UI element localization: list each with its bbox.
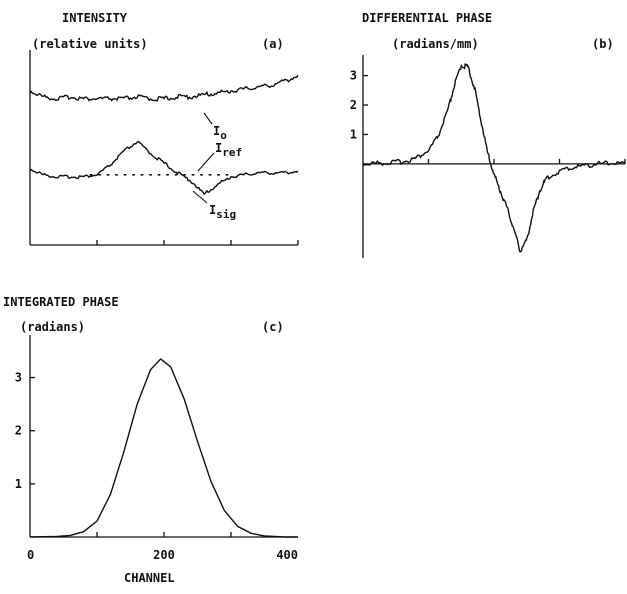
- label-i-o-main: I: [213, 124, 220, 138]
- panel-c-x-ticks: 0 200 400: [27, 532, 298, 562]
- panel-b-x-ticks: [427, 158, 626, 164]
- panel-a: INTENSITY (relative units) (a) Io Iref I…: [29, 11, 299, 246]
- differential-phase-line: [362, 63, 626, 253]
- label-i-sig: Isig: [209, 203, 236, 221]
- panel-c-xlabel: CHANNEL: [124, 571, 175, 585]
- series-i-sig-line: [29, 140, 299, 196]
- panel-b-ylabel: (radians/mm): [392, 37, 479, 51]
- panel-b-label: (b): [592, 37, 614, 51]
- panel-c-label: (c): [262, 320, 284, 334]
- panel-b-title: DIFFERENTIAL PHASE: [362, 11, 492, 25]
- leader-i-ref: [197, 152, 215, 172]
- y-tick-label: 1: [350, 127, 357, 141]
- panel-a-ylabel: (relative units): [32, 37, 148, 51]
- panel-c-y-ticks: 1 2 3: [15, 371, 35, 491]
- x-tick-label: 0: [27, 548, 34, 562]
- panel-c-title: INTEGRATED PHASE: [3, 295, 119, 309]
- x-tick-label: 200: [153, 548, 175, 562]
- panel-a-label: (a): [262, 37, 284, 51]
- y-tick-label: 1: [15, 477, 22, 491]
- label-i-sig-sub: sig: [216, 208, 236, 221]
- y-tick-label: 3: [15, 371, 22, 385]
- label-i-ref-main: I: [215, 141, 222, 155]
- label-i-o-sub: o: [220, 129, 227, 142]
- panel-b: DIFFERENTIAL PHASE (radians/mm) (b) 1 2 3: [350, 11, 626, 258]
- y-tick-label: 2: [15, 424, 22, 438]
- y-tick-label: 3: [350, 69, 357, 83]
- panel-a-x-ticks: [96, 240, 299, 245]
- label-i-o: Io: [213, 124, 227, 142]
- label-i-sig-main: I: [209, 203, 216, 217]
- panel-c: INTEGRATED PHASE (radians) (c) 1 2 3 0 200 4…: [3, 295, 298, 585]
- panel-b-y-ticks: 1 2 3: [350, 69, 368, 141]
- panel-a-title: INTENSITY: [62, 11, 128, 25]
- x-tick-label: 400: [276, 548, 298, 562]
- label-i-ref-sub: ref: [222, 146, 242, 159]
- leader-i-o: [203, 112, 213, 125]
- y-tick-label: 2: [350, 98, 357, 112]
- panel-c-ylabel: (radians): [20, 320, 85, 334]
- integrated-phase-line: [29, 357, 298, 538]
- leader-i-sig: [192, 190, 208, 204]
- series-i-o-line: [29, 74, 299, 102]
- label-i-ref: Iref: [215, 141, 242, 159]
